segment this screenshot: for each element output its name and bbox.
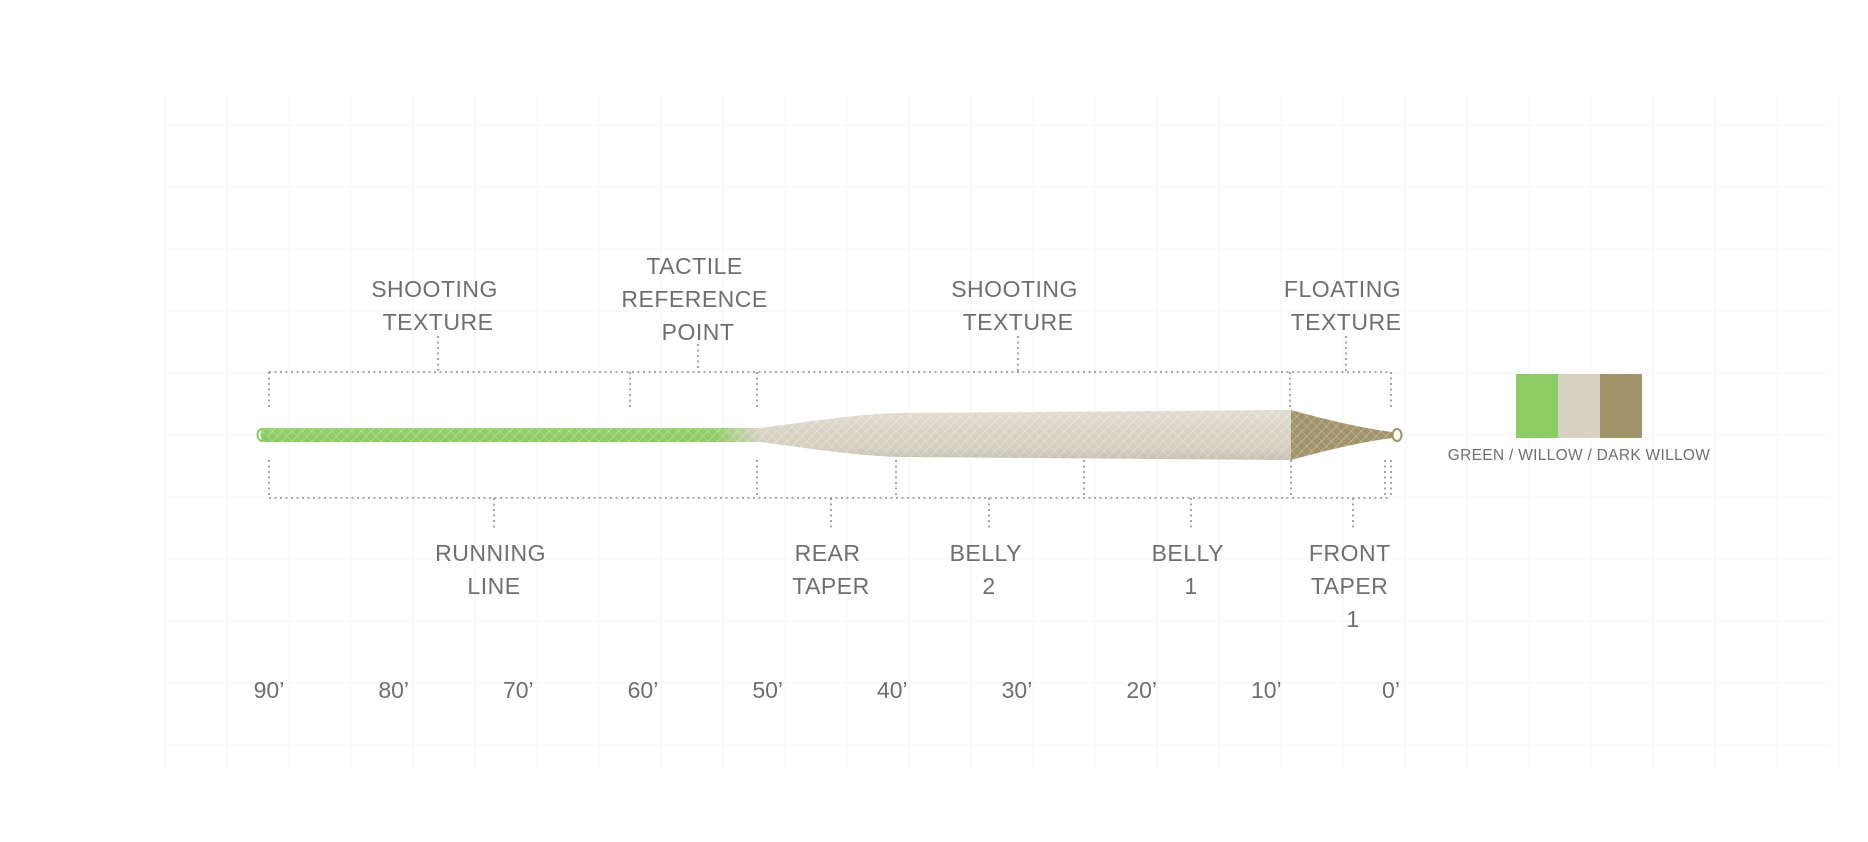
bottom-bracket (268, 460, 1392, 530)
top-label-shooting-texture-front: SHOOTING TEXTURE (951, 276, 1085, 335)
scale-tick-70: 70’ (503, 677, 534, 703)
fly-line (256, 410, 1403, 460)
bottom-label-belly-1: BELLY 1 (1152, 540, 1231, 599)
bottom-label-front-taper-1: FRONT TAPER 1 (1309, 540, 1397, 632)
legend-swatch-green (1516, 374, 1558, 438)
scale-tick-20: 20’ (1126, 677, 1157, 703)
legend-caption: GREEN / WILLOW / DARK WILLOW (1448, 447, 1711, 464)
top-bracket (268, 336, 1392, 410)
top-label-shooting-texture-rear: SHOOTING TEXTURE (371, 276, 505, 335)
bottom-label-running-line: RUNNING LINE (435, 540, 553, 599)
top-label-floating-texture: FLOATING TEXTURE (1284, 276, 1408, 335)
line-tip-weave (1291, 410, 1392, 460)
scale-tick-50: 50’ (752, 677, 783, 703)
scale-tick-10: 10’ (1251, 677, 1282, 703)
legend-swatch-willow (1558, 374, 1600, 438)
scale-tick-60: 60’ (628, 677, 659, 703)
scale-tick-30: 30’ (1002, 677, 1033, 703)
scale-tick-0: 0’ (1382, 677, 1400, 703)
front-loop (1391, 428, 1403, 442)
legend-swatch-dark-willow (1600, 374, 1642, 438)
scale-tick-80: 80’ (378, 677, 409, 703)
top-labels: SHOOTING TEXTURE TACTILE REFERENCE POINT… (371, 253, 1408, 345)
line-body-shade (260, 410, 1291, 460)
bottom-label-belly-2: BELLY 2 (950, 540, 1029, 599)
color-legend: GREEN / WILLOW / DARK WILLOW (1448, 374, 1711, 464)
rear-loop (256, 428, 268, 442)
bottom-labels: RUNNING LINE REAR TAPER BELLY 2 BELLY 1 … (435, 540, 1397, 632)
scale-tick-90: 90’ (254, 677, 285, 703)
distance-scale: 90’ 80’ 70’ 60’ 50’ 40’ 30’ 20’ 10’ 0’ (254, 677, 1400, 703)
scale-tick-40: 40’ (877, 677, 908, 703)
top-label-tactile-reference-point: TACTILE REFERENCE POINT (621, 253, 774, 345)
bottom-label-rear-taper: REAR TAPER (792, 540, 869, 599)
